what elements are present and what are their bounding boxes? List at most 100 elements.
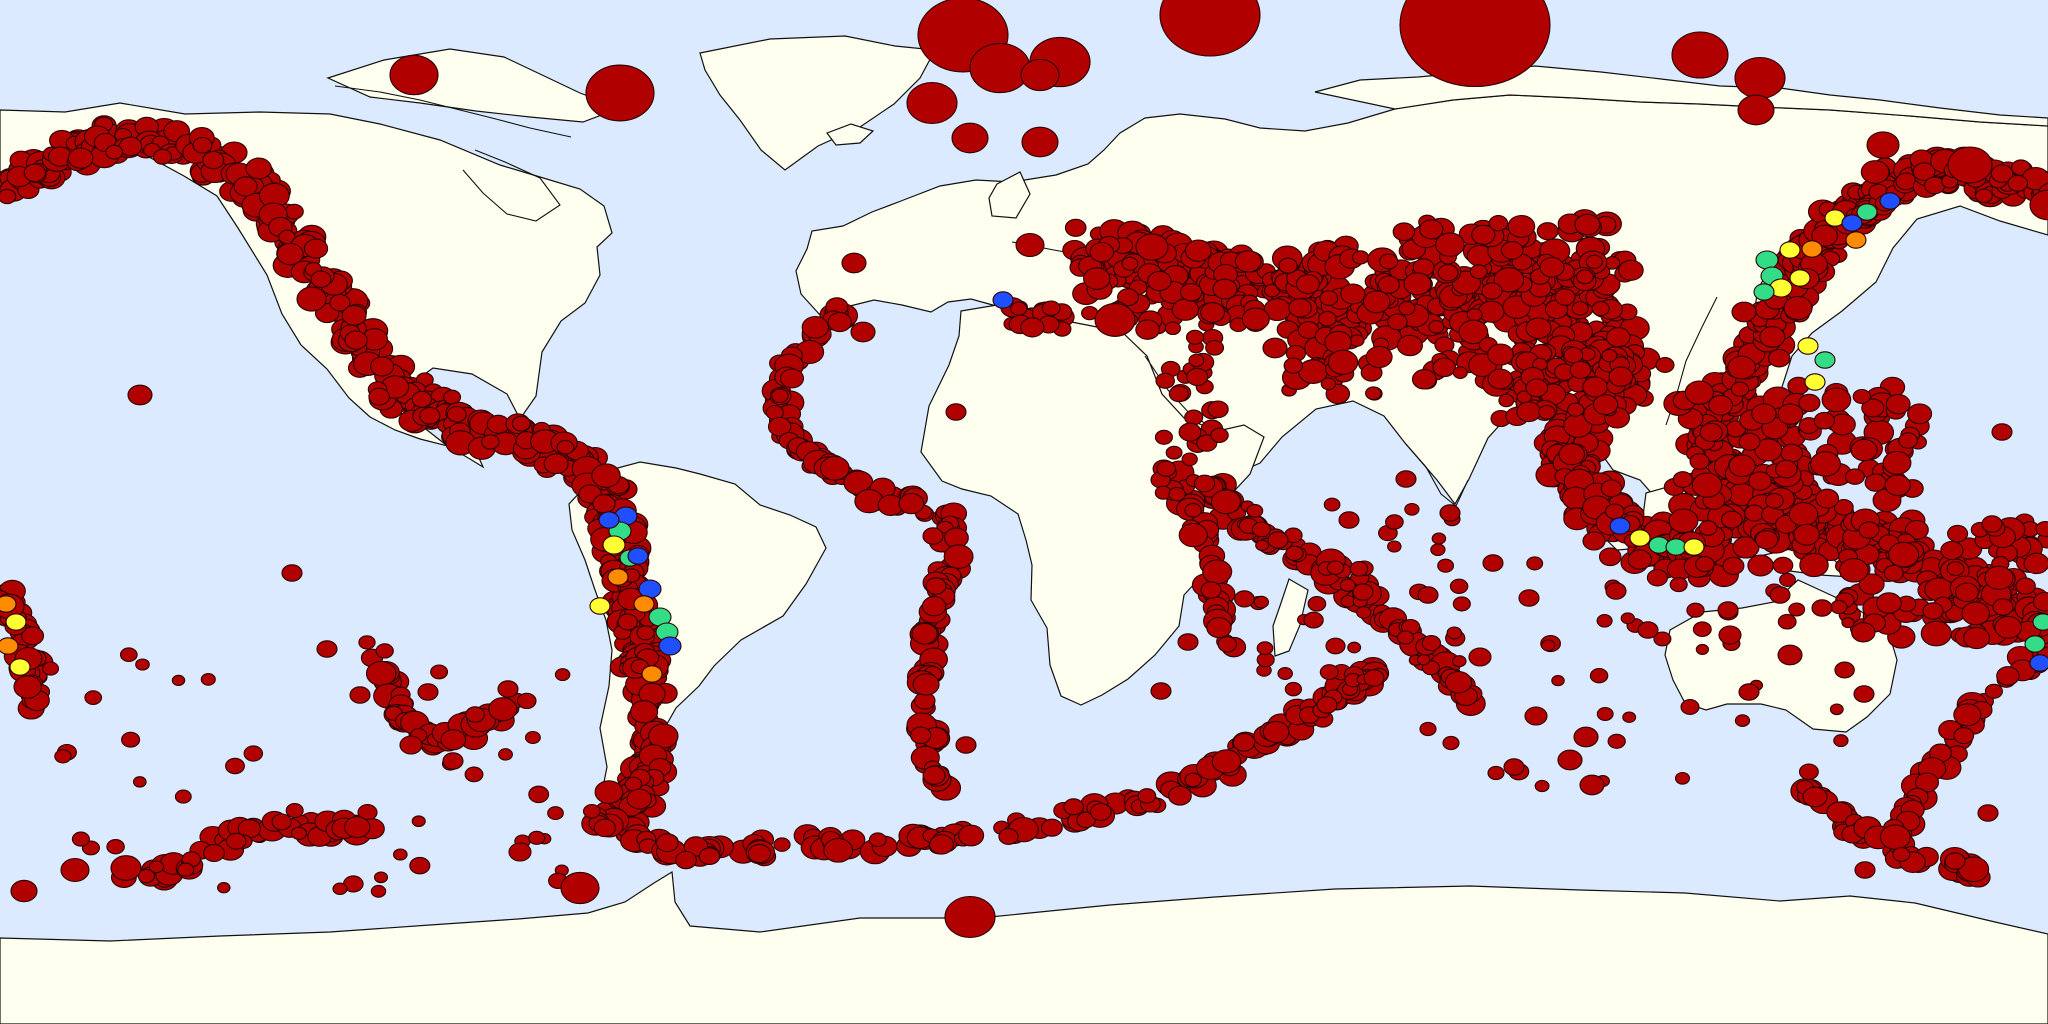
- earthquake-marker: [638, 579, 662, 599]
- earthquake-marker: [1403, 272, 1432, 296]
- earthquake-marker: [1193, 474, 1216, 493]
- earthquake-marker: [1734, 56, 1786, 100]
- earthquake-marker: [1387, 313, 1408, 331]
- earthquake-marker: [1695, 556, 1715, 573]
- earthquake-marker: [1362, 290, 1391, 314]
- earthquake-marker: [1255, 539, 1270, 552]
- earthquake-marker: [1734, 714, 1751, 727]
- earthquake-marker: [132, 776, 147, 788]
- earthquake-marker: [1210, 489, 1242, 515]
- earthquake-marker: [1404, 502, 1420, 516]
- earthquake-marker: [1866, 131, 1900, 159]
- earthquake-marker: [1184, 772, 1202, 788]
- earthquake-marker: [1754, 438, 1783, 462]
- earthquake-marker: [389, 54, 439, 96]
- earthquake-marker: [358, 635, 376, 650]
- earthquake-marker: [1777, 613, 1797, 630]
- earthquake-marker: [1319, 664, 1339, 681]
- earthquake-marker: [958, 824, 985, 847]
- earthquake-marker: [1340, 283, 1366, 305]
- earthquake-marker: [1569, 360, 1592, 380]
- earthquake-marker: [1387, 540, 1402, 553]
- earthquake-marker: [1692, 621, 1712, 638]
- earthquake-marker: [1449, 578, 1469, 594]
- earthquake-marker: [0, 637, 19, 655]
- land-africa: [920, 303, 1265, 706]
- earthquake-marker: [1596, 706, 1614, 722]
- earthquake-marker: [2029, 189, 2048, 221]
- earthquake-marker: [1801, 240, 1823, 258]
- earthquake-marker: [1015, 232, 1045, 258]
- earthquake-marker: [1622, 711, 1637, 723]
- earthquake-marker: [2015, 577, 2036, 595]
- earthquake-marker: [602, 535, 626, 555]
- earthquake-marker: [1591, 301, 1610, 317]
- earthquake-marker: [1526, 556, 1544, 571]
- earthquake-marker: [955, 736, 977, 754]
- earthquake-marker: [225, 832, 247, 850]
- earthquake-marker: [1184, 503, 1202, 518]
- earthquake-marker: [2024, 635, 2046, 653]
- earthquake-marker: [1772, 556, 1794, 575]
- earthquake-marker: [2023, 552, 2048, 575]
- earthquake-marker: [1563, 346, 1584, 364]
- earthquake-marker: [1431, 532, 1447, 545]
- earthquake-marker: [1185, 329, 1205, 345]
- earthquake-marker: [1898, 432, 1918, 449]
- earthquake-marker: [1392, 222, 1416, 242]
- earthquake-marker: [1904, 519, 1929, 540]
- earthquake-marker: [375, 643, 394, 659]
- earthquake-marker: [1421, 635, 1442, 652]
- earthquake-marker: [127, 384, 153, 406]
- earthquake-marker: [747, 843, 772, 864]
- earthquake-marker: [771, 388, 789, 404]
- earthquake-marker: [1845, 231, 1867, 249]
- earthquake-marker: [1691, 472, 1723, 498]
- earthquake-marker: [105, 144, 124, 160]
- earthquake-marker: [1437, 264, 1459, 282]
- earthquake-marker: [560, 871, 600, 905]
- earthquake-marker: [1780, 443, 1803, 463]
- earthquake-marker: [1442, 735, 1460, 751]
- earthquake-marker: [922, 527, 944, 545]
- earthquake-marker: [1974, 188, 1993, 204]
- earthquake-marker: [1596, 614, 1613, 628]
- earthquake-marker: [1234, 250, 1262, 273]
- earthquake-marker: [1608, 366, 1634, 387]
- earthquake-marker: [1861, 398, 1885, 418]
- earthquake-marker: [1419, 721, 1437, 737]
- earthquake-marker: [392, 848, 408, 861]
- earthquake-marker: [1732, 536, 1760, 559]
- earthquake-marker: [1471, 224, 1496, 245]
- earthquake-marker: [1186, 367, 1209, 387]
- earthquake-marker: [1953, 727, 1975, 745]
- earthquake-marker: [1606, 327, 1631, 348]
- earthquake-marker: [1826, 801, 1853, 824]
- earthquake-marker: [217, 882, 231, 894]
- earthquake-marker: [1600, 479, 1623, 498]
- earthquake-marker: [1164, 321, 1182, 336]
- earthquake-marker: [1683, 538, 1705, 556]
- earthquake-marker: [296, 286, 327, 312]
- earthquake-marker: [1377, 275, 1400, 294]
- earthquake-marker: [200, 673, 216, 686]
- earthquake-marker: [582, 803, 601, 819]
- earthquake-marker: [1860, 160, 1890, 184]
- earthquake-marker: [1285, 545, 1304, 561]
- earthquake-marker: [1738, 432, 1761, 451]
- earthquake-marker: [1416, 654, 1431, 666]
- earthquake-marker: [440, 729, 467, 751]
- coast-hudson-bay: [462, 149, 561, 222]
- earthquake-marker: [60, 857, 90, 883]
- earthquake-marker: [592, 494, 616, 514]
- earthquake-marker: [921, 596, 947, 617]
- earthquake-marker: [465, 706, 485, 723]
- earthquake-marker: [1575, 269, 1594, 285]
- earthquake-marker: [1907, 403, 1933, 425]
- earthquake-marker: [1875, 592, 1902, 614]
- earthquake-marker: [773, 837, 791, 852]
- earthquake-marker: [1347, 641, 1362, 654]
- earthquake-marker: [1582, 376, 1609, 398]
- earthquake-marker: [1777, 403, 1804, 425]
- earthquake-marker: [1671, 31, 1729, 79]
